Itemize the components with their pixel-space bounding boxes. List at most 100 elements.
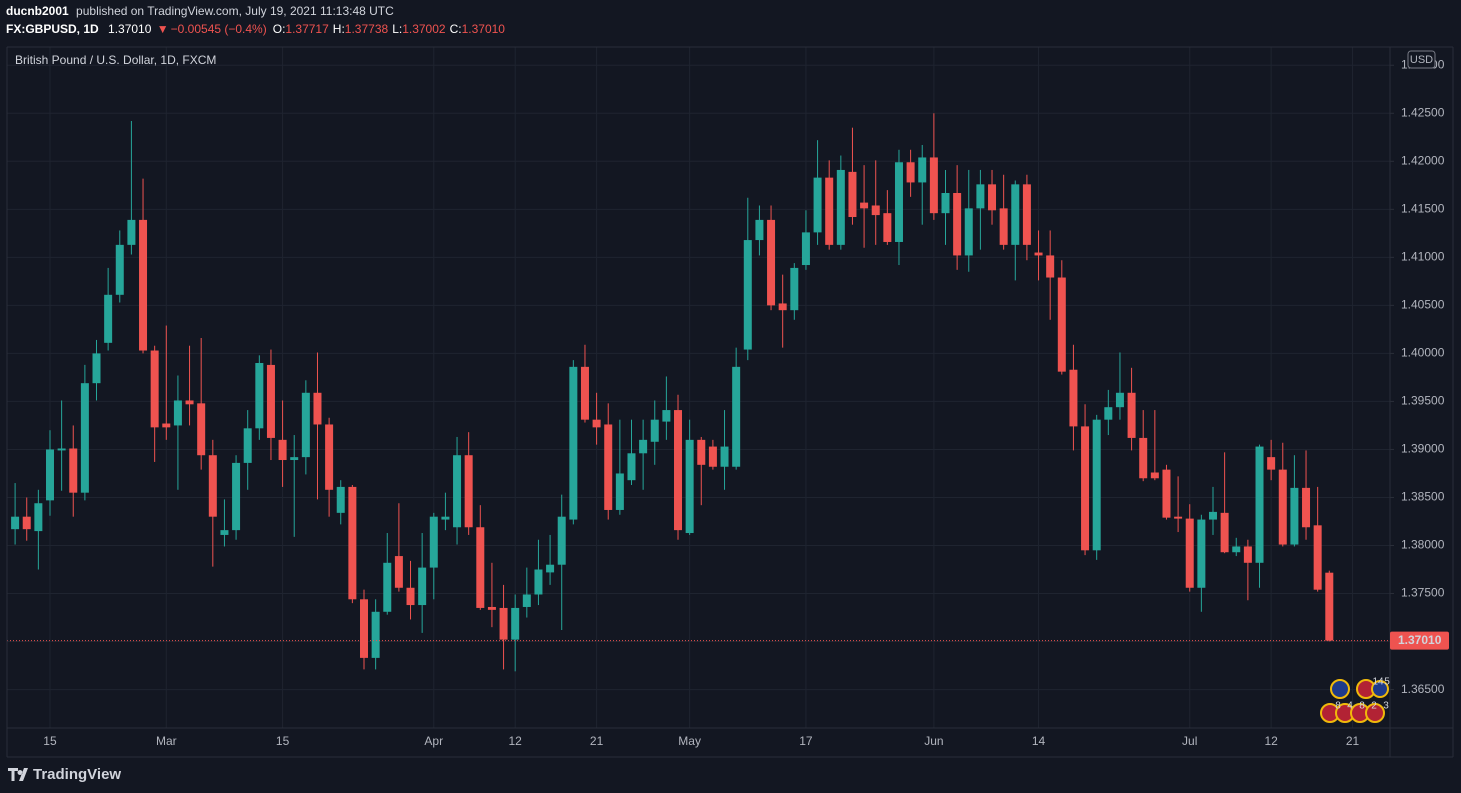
candle-body (1174, 516, 1183, 519)
candle-body (360, 599, 368, 658)
candle-body (1057, 277, 1066, 372)
candle-body (836, 169, 845, 245)
candle-body (790, 267, 799, 311)
candle-body (127, 219, 136, 245)
candle-body (371, 611, 380, 658)
y-tick-label: 1.42500 (1401, 105, 1445, 119)
candle-body (476, 527, 485, 608)
last-price-label: 1.37010 (1398, 633, 1442, 647)
x-tick-label: May (678, 734, 701, 748)
candle-body (290, 457, 299, 461)
candle-body (697, 439, 706, 465)
candle-body (1150, 472, 1159, 479)
candle-body (1255, 446, 1264, 563)
y-tick-label: 1.39000 (1401, 442, 1445, 456)
candle-body (45, 449, 54, 501)
candle-body (1243, 546, 1252, 563)
candle-body (860, 202, 869, 209)
candle-body (418, 567, 427, 606)
event-icon (1365, 703, 1385, 723)
ohlc-label: L: (392, 22, 402, 36)
candle-body (1162, 469, 1171, 518)
candle-body (906, 162, 915, 183)
last-price-box (1390, 631, 1449, 650)
candle-body (580, 366, 589, 420)
candle-body (150, 350, 159, 428)
candle-body (22, 516, 31, 530)
event-icons (1320, 679, 1389, 723)
candle-body (988, 184, 997, 211)
event-count: 8 (1359, 701, 1365, 712)
published: published on TradingView.com, July 19, 2… (76, 4, 394, 18)
candle-body (674, 410, 683, 531)
price-axis: 1.365001.370001.375001.380001.385001.390… (43, 50, 1449, 748)
user: ducnb2001 (6, 4, 69, 18)
candles (7, 113, 1390, 672)
candle-body (801, 232, 810, 266)
candle-body (92, 353, 101, 384)
candle-body (220, 530, 229, 535)
currency-badge: USD (1407, 50, 1436, 69)
y-tick-label: 1.39500 (1401, 394, 1445, 408)
candle-body (1081, 426, 1090, 551)
candle-body (464, 455, 473, 528)
candle-body (487, 606, 496, 610)
candle-body (615, 473, 624, 510)
y-tick-label: 1.40500 (1401, 298, 1445, 312)
candle-body (1069, 369, 1078, 427)
candle-body (453, 455, 462, 528)
candle-body (394, 556, 403, 588)
candle-body (953, 192, 962, 256)
x-tick-label: 21 (590, 734, 604, 748)
candle-body (115, 244, 124, 295)
candle-body (69, 448, 78, 493)
candle-body (336, 486, 345, 513)
candle-body (173, 400, 182, 426)
candle-body (708, 446, 717, 467)
y-tick-label: 1.41500 (1401, 201, 1445, 215)
candle-body (139, 219, 148, 351)
change-arrow: ▼ (157, 22, 169, 36)
candle-body (918, 157, 927, 183)
candle-body (685, 439, 694, 534)
candle-body (627, 453, 636, 481)
candle-body (1046, 255, 1055, 278)
y-tick-label: 1.40000 (1401, 346, 1445, 360)
candle-body (1104, 407, 1113, 420)
event-count: 8 (1335, 701, 1341, 712)
ohlc-value: 1.37717 (285, 22, 329, 36)
y-tick-label: 1.38000 (1401, 538, 1445, 552)
x-tick-label: Jun (924, 734, 943, 748)
candle-body (929, 157, 938, 214)
event-icon (1371, 680, 1389, 698)
candle-body (999, 208, 1008, 245)
candle-body (976, 184, 985, 209)
change: −0.00545 (−0.4%) (171, 22, 267, 36)
event-count: 14 (1372, 677, 1384, 688)
candle-body (1313, 525, 1322, 590)
candle-body (755, 219, 764, 241)
candle-body (1127, 392, 1136, 438)
candle-body (941, 192, 950, 214)
price: 1.37010 (108, 22, 152, 36)
candle-body (883, 213, 892, 242)
y-tick-label: 1.37500 (1401, 586, 1445, 600)
event-count: 5 (1384, 677, 1390, 688)
candle-body (650, 419, 659, 442)
y-tick-label: 1.38500 (1401, 490, 1445, 504)
candle-body (499, 607, 508, 640)
x-tick-label: 12 (509, 734, 523, 748)
x-tick-label: Apr (424, 734, 443, 748)
candle-body (383, 562, 392, 612)
candle-body (429, 516, 438, 568)
candle-body (1290, 487, 1299, 545)
candle-body (1011, 184, 1020, 245)
candle-body (569, 366, 578, 520)
candle-body (894, 162, 903, 242)
x-tick-label: Jul (1182, 734, 1197, 748)
logo (8, 768, 28, 781)
candle-body (1197, 519, 1206, 588)
candle-body (871, 205, 880, 216)
